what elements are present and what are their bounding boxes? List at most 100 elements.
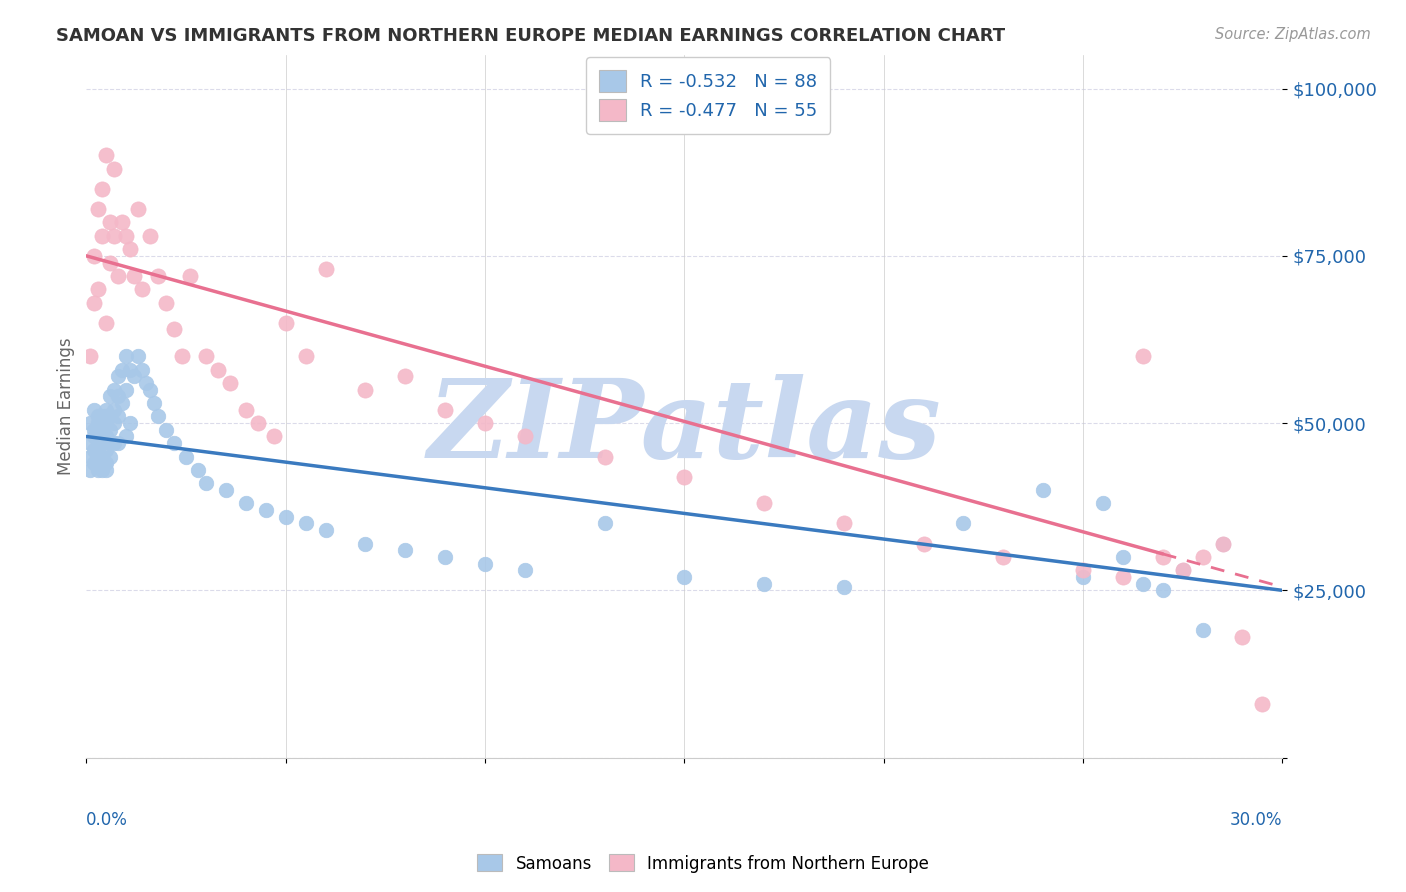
Point	[235, 402, 257, 417]
Text: Source: ZipAtlas.com: Source: ZipAtlas.com	[1215, 27, 1371, 42]
Point	[98, 215, 121, 229]
Point	[79, 450, 101, 464]
Point	[673, 469, 696, 483]
Point	[513, 429, 536, 443]
Point	[107, 369, 129, 384]
Point	[593, 450, 616, 464]
Point	[139, 228, 162, 243]
Point	[752, 496, 775, 510]
Point	[98, 436, 121, 450]
Point	[1232, 630, 1254, 644]
Point	[83, 456, 105, 470]
Point	[474, 416, 496, 430]
Point	[96, 409, 118, 424]
Point	[155, 295, 177, 310]
Point	[91, 463, 114, 477]
Point	[98, 409, 121, 424]
Text: 30.0%: 30.0%	[1230, 811, 1282, 830]
Point	[87, 429, 110, 443]
Point	[163, 436, 186, 450]
Point	[91, 423, 114, 437]
Point	[394, 543, 416, 558]
Point	[120, 242, 142, 256]
Point	[274, 509, 297, 524]
Point	[1132, 576, 1154, 591]
Point	[1212, 536, 1234, 550]
Point	[294, 516, 316, 531]
Point	[1112, 570, 1135, 584]
Point	[246, 416, 269, 430]
Point	[139, 383, 162, 397]
Point	[79, 463, 101, 477]
Point	[96, 316, 118, 330]
Point	[111, 362, 134, 376]
Point	[434, 549, 457, 564]
Point	[98, 423, 121, 437]
Point	[194, 476, 217, 491]
Point	[111, 396, 134, 410]
Point	[952, 516, 974, 531]
Point	[96, 416, 118, 430]
Point	[474, 557, 496, 571]
Point	[146, 268, 169, 283]
Point	[170, 349, 193, 363]
Point	[215, 483, 238, 497]
Point	[1071, 570, 1094, 584]
Point	[135, 376, 157, 390]
Point	[115, 383, 138, 397]
Point	[91, 409, 114, 424]
Point	[83, 442, 105, 457]
Point	[434, 402, 457, 417]
Point	[513, 563, 536, 577]
Text: 0.0%: 0.0%	[86, 811, 128, 830]
Point	[1171, 563, 1194, 577]
Point	[83, 402, 105, 417]
Point	[120, 416, 142, 430]
Point	[1112, 549, 1135, 564]
Point	[96, 456, 118, 470]
Point	[87, 456, 110, 470]
Point	[1191, 624, 1213, 638]
Point	[120, 362, 142, 376]
Point	[354, 383, 377, 397]
Point	[79, 349, 101, 363]
Point	[103, 402, 125, 417]
Point	[103, 161, 125, 176]
Point	[179, 268, 201, 283]
Point	[294, 349, 316, 363]
Point	[122, 369, 145, 384]
Point	[163, 322, 186, 336]
Point	[187, 463, 209, 477]
Point	[832, 580, 855, 594]
Point	[1191, 549, 1213, 564]
Point	[1071, 563, 1094, 577]
Point	[593, 516, 616, 531]
Point	[87, 463, 110, 477]
Point	[354, 536, 377, 550]
Point	[122, 268, 145, 283]
Point	[263, 429, 285, 443]
Point	[91, 429, 114, 443]
Point	[1091, 496, 1114, 510]
Point	[146, 409, 169, 424]
Y-axis label: Median Earnings: Median Earnings	[58, 337, 75, 475]
Point	[103, 228, 125, 243]
Point	[87, 450, 110, 464]
Point	[87, 409, 110, 424]
Point	[87, 436, 110, 450]
Point	[1152, 583, 1174, 598]
Point	[235, 496, 257, 510]
Point	[115, 228, 138, 243]
Point	[1032, 483, 1054, 497]
Point	[174, 450, 197, 464]
Point	[127, 202, 149, 216]
Point	[83, 295, 105, 310]
Point	[115, 349, 138, 363]
Point	[254, 503, 277, 517]
Point	[127, 349, 149, 363]
Legend: Samoans, Immigrants from Northern Europe: Samoans, Immigrants from Northern Europe	[471, 847, 935, 880]
Point	[207, 362, 229, 376]
Point	[83, 249, 105, 263]
Point	[103, 383, 125, 397]
Point	[394, 369, 416, 384]
